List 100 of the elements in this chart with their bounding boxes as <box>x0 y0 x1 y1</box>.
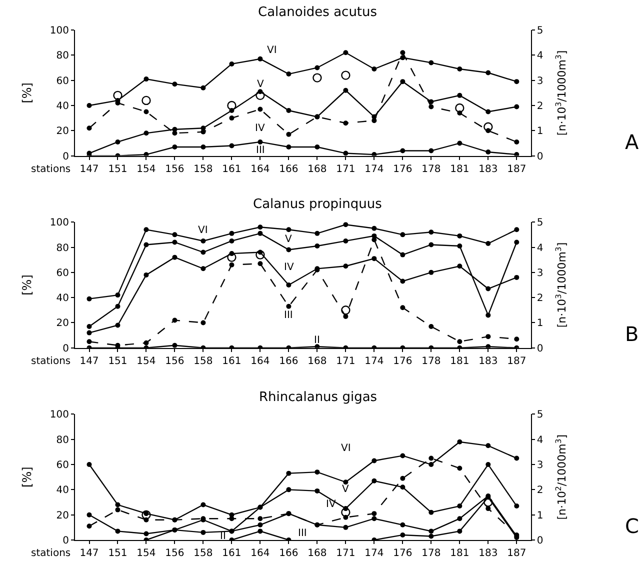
y2-tick-label: 1 <box>536 510 544 522</box>
x-tick-label: 151 <box>108 164 128 175</box>
x-tick-label: 158 <box>194 164 213 175</box>
y-tick-label: 80 <box>56 434 69 446</box>
text: A <box>625 130 639 154</box>
y-tick-label: 80 <box>56 50 69 62</box>
y-tick-label: 0 <box>62 536 69 546</box>
chart-title: Calanoides acutus <box>258 5 378 20</box>
x-tick-label: 147 <box>80 548 99 559</box>
x-tick-label: 156 <box>165 356 184 367</box>
x-axis-title: stations <box>31 548 71 559</box>
x-tick-label: 187 <box>507 356 526 367</box>
x-tick-label: 174 <box>364 548 384 559</box>
x-tick-label: 176 <box>393 548 412 559</box>
x-tick-label: 183 <box>478 356 498 367</box>
x-tick-label: 166 <box>279 164 298 175</box>
x-tick-label: 181 <box>450 356 470 367</box>
y2-tick-label: 1 <box>536 126 544 138</box>
y2-tick-label: 0 <box>536 151 544 162</box>
annotation: IV <box>284 262 294 273</box>
chart-title: Calanus propinquus <box>253 197 382 212</box>
text: C <box>625 514 639 538</box>
x-tick-label: 166 <box>279 548 298 559</box>
y-tick-label: 0 <box>62 343 69 354</box>
y2-tick-label: 5 <box>536 26 544 36</box>
annotation: III <box>256 145 265 156</box>
y2-tick-label: 3 <box>536 460 544 472</box>
x-tick-label: 174 <box>364 356 384 367</box>
y2-tick-label: 0 <box>536 343 544 354</box>
y-axis-title: [%] <box>20 466 34 488</box>
annotation: III <box>298 528 307 539</box>
annotation: III <box>284 310 293 321</box>
x-tick-label: 166 <box>279 356 298 367</box>
y2-tick-label: 1 <box>536 318 544 330</box>
y-tick-label: 20 <box>56 126 69 138</box>
x-tick-label: 151 <box>108 548 128 559</box>
y-tick-label: 40 <box>56 100 69 112</box>
x-tick-label: 164 <box>250 164 270 175</box>
x-tick-label: 168 <box>308 356 327 367</box>
y-axis-title: [%] <box>20 274 34 296</box>
y-tick-label: 80 <box>56 242 69 254</box>
y2-tick-label: 0 <box>536 536 544 546</box>
y-axis-title: [%] <box>20 82 34 104</box>
x-tick-label: 147 <box>80 164 99 175</box>
x-tick-label: 147 <box>80 356 99 367</box>
annotation: IV <box>255 123 265 134</box>
x-tick-label: 161 <box>222 356 242 367</box>
y-tick-label: 60 <box>56 76 69 87</box>
x-tick-label: 178 <box>422 164 441 175</box>
x-tick-label: 181 <box>450 548 470 559</box>
x-tick-label: 156 <box>165 164 184 175</box>
text: B <box>625 322 639 346</box>
x-tick-label: 174 <box>364 164 384 175</box>
x-tick-label: 171 <box>336 548 356 559</box>
x-tick-label: 176 <box>393 356 412 367</box>
y-tick-label: 60 <box>56 460 69 472</box>
annotation: IV <box>326 499 336 510</box>
y2-tick-label: 2 <box>536 485 544 496</box>
y2-tick-label: 3 <box>536 268 544 279</box>
annotation: VI <box>267 45 277 56</box>
x-tick-label: 151 <box>108 356 128 367</box>
annotation: V <box>342 484 349 495</box>
x-tick-label: 181 <box>450 164 470 175</box>
x-axis-title: stations <box>31 164 71 175</box>
x-tick-label: 154 <box>136 548 156 559</box>
y-tick-label: 20 <box>56 318 69 330</box>
x-tick-label: 168 <box>308 548 327 559</box>
x-tick-label: 164 <box>250 548 270 559</box>
y2-tick-label: 4 <box>536 242 544 254</box>
x-tick-label: 178 <box>422 356 441 367</box>
y-tick-label: 0 <box>62 151 69 162</box>
x-tick-label: 161 <box>222 548 242 559</box>
y2-tick-label: 4 <box>536 50 544 62</box>
y2-tick-label: 3 <box>536 76 544 87</box>
x-tick-label: 187 <box>507 164 526 175</box>
x-tick-label: 158 <box>194 356 213 367</box>
y2-tick-label: 2 <box>536 100 544 112</box>
x-tick-label: 164 <box>250 356 270 367</box>
y-tick-label: 60 <box>56 268 69 279</box>
annotation: V <box>257 79 264 90</box>
annotation: V <box>285 234 292 245</box>
x-tick-label: 158 <box>194 548 213 559</box>
x-tick-label: 161 <box>222 164 242 175</box>
y-tick-label: 20 <box>56 510 69 522</box>
y2-tick-label: 2 <box>536 293 544 304</box>
x-axis-title: stations <box>31 356 71 367</box>
x-tick-label: 176 <box>393 164 412 175</box>
chart-title: Rhincalanus gigas <box>259 390 378 405</box>
x-tick-label: 187 <box>507 548 526 559</box>
y2-tick-label: 5 <box>536 410 544 421</box>
y-tick-label: 100 <box>50 218 69 229</box>
x-tick-label: 178 <box>422 548 441 559</box>
y2-tick-label: 4 <box>536 434 544 446</box>
y-tick-label: 40 <box>56 293 69 304</box>
x-tick-label: 171 <box>336 356 356 367</box>
x-tick-label: 154 <box>136 356 156 367</box>
x-tick-label: 171 <box>336 164 356 175</box>
y2-tick-label: 5 <box>536 218 544 229</box>
x-tick-label: 183 <box>478 548 498 559</box>
y-tick-label: 100 <box>50 26 69 36</box>
